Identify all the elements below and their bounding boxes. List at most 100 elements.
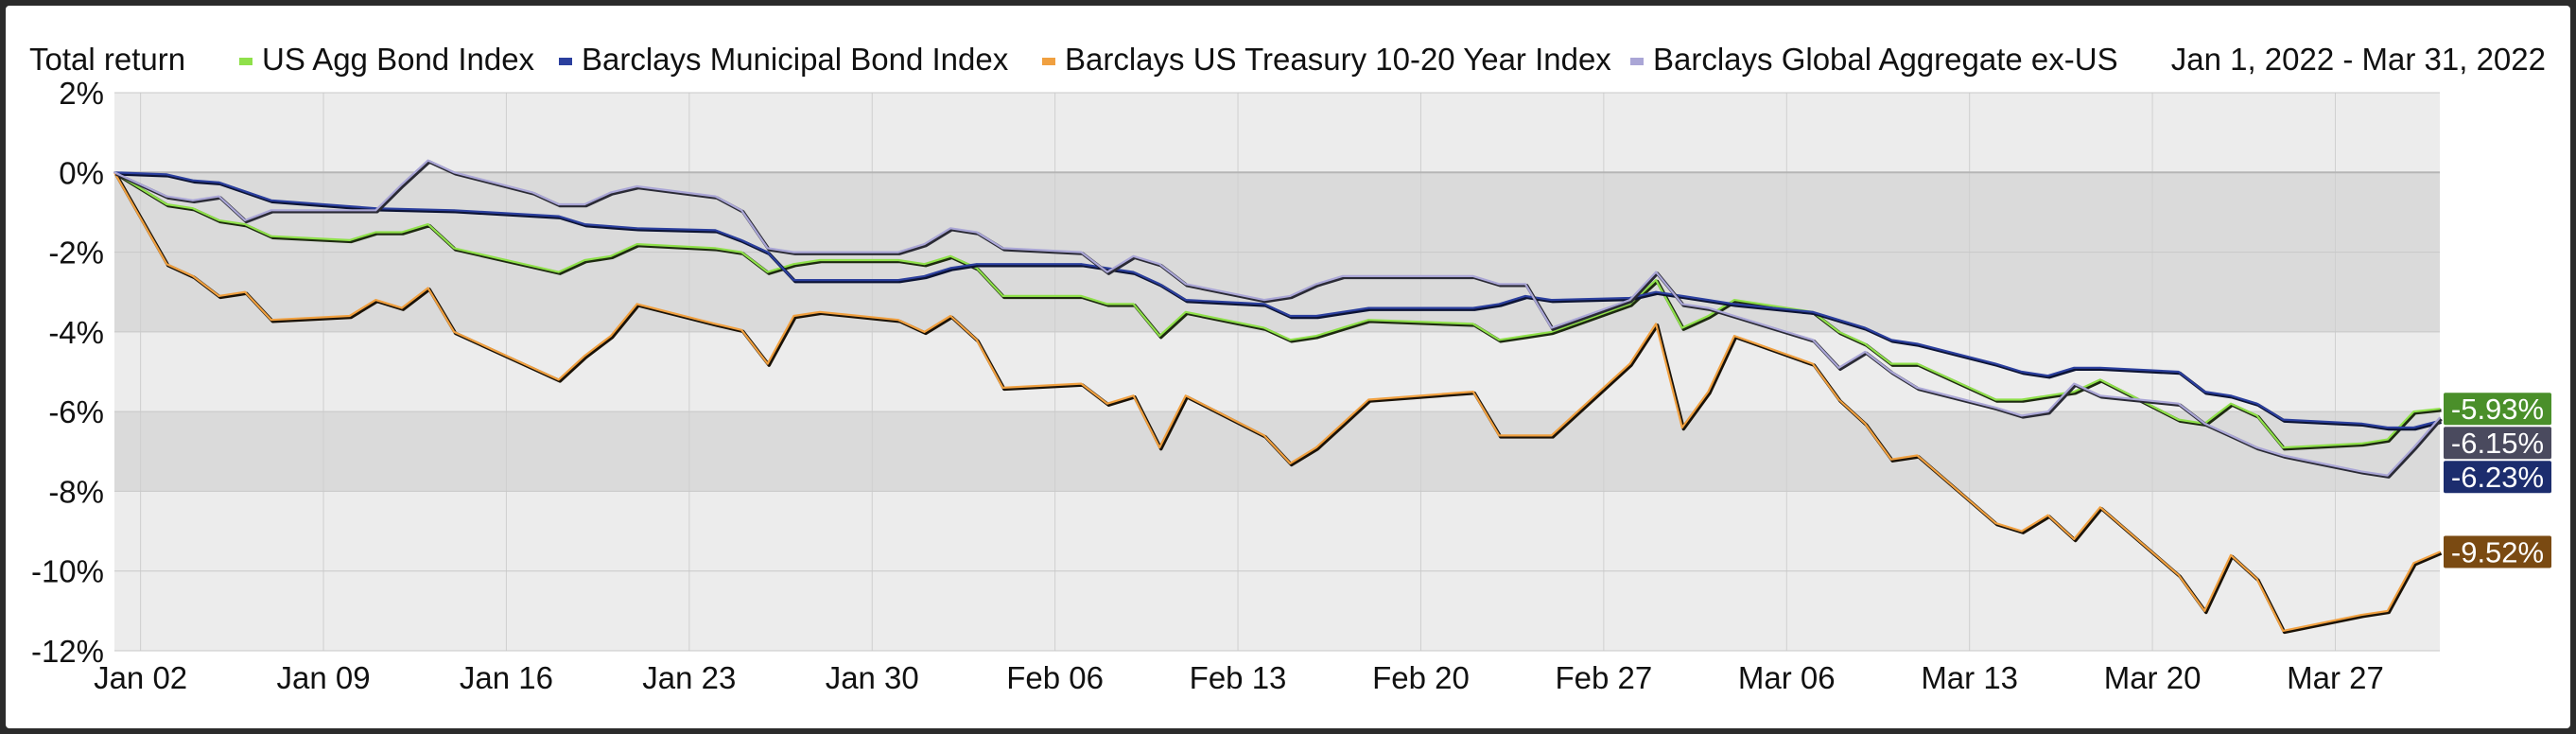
data-point	[557, 203, 560, 205]
data-point	[2073, 391, 2076, 393]
data-point	[975, 267, 978, 270]
date-range: Jan 1, 2022 - Mar 31, 2022	[2170, 42, 2546, 77]
data-point	[2073, 366, 2076, 369]
data-point	[1680, 295, 1683, 297]
data-point	[374, 299, 377, 301]
data-point	[453, 209, 456, 212]
x-tick-label: Jan 09	[276, 660, 370, 695]
data-point	[218, 295, 220, 297]
data-point	[1132, 254, 1135, 257]
data-point	[897, 319, 899, 322]
data-point	[113, 171, 115, 174]
data-point	[1132, 394, 1135, 397]
data-point	[2412, 446, 2415, 448]
end-value-label: -5.93%	[2451, 393, 2544, 426]
legend-item-global-agg[interactable]: Barclays Global Aggregate ex-US	[1630, 42, 2118, 78]
data-point	[401, 184, 403, 185]
data-point	[2046, 514, 2049, 516]
data-point	[270, 319, 272, 322]
data-point	[740, 239, 742, 241]
data-point	[897, 279, 899, 281]
data-point	[975, 339, 978, 341]
legend-item-treasury[interactable]: Barclays US Treasury 10-20 Year Index	[1042, 42, 1611, 78]
data-point	[1889, 362, 1892, 365]
data-point	[244, 223, 246, 226]
data-point	[1864, 422, 1867, 425]
data-point	[2255, 578, 2258, 580]
data-point	[1367, 319, 1370, 322]
x-tick-label: Mar 20	[2104, 660, 2202, 695]
data-point	[1837, 319, 1840, 322]
data-point	[949, 227, 951, 230]
data-point	[766, 362, 769, 365]
data-point	[165, 203, 168, 205]
legend-item-municipal[interactable]: Barclays Municipal Bond Index	[559, 42, 1008, 78]
data-point	[1812, 362, 1814, 365]
data-point	[1994, 522, 1997, 524]
data-point	[1080, 251, 1083, 253]
data-point	[2282, 454, 2285, 457]
y-tick-label: -12%	[31, 634, 104, 669]
data-point	[1994, 398, 1997, 401]
data-point	[1158, 283, 1161, 286]
data-point	[2230, 394, 2232, 397]
data-point	[714, 247, 717, 250]
data-point	[2098, 366, 2101, 369]
data-point	[1262, 326, 1265, 329]
data-point	[1680, 427, 1683, 428]
data-point	[1158, 263, 1161, 266]
data-point	[792, 251, 795, 253]
data-point	[2021, 398, 2023, 401]
data-point	[1812, 310, 1814, 313]
data-point	[1080, 382, 1083, 385]
data-point	[1106, 402, 1108, 405]
data-point	[2177, 371, 2180, 373]
data-point	[2203, 391, 2206, 393]
data-point	[348, 315, 351, 317]
data-point	[1498, 339, 1501, 341]
data-point	[740, 251, 742, 253]
data-point	[165, 263, 168, 266]
legend-label-municipal: Barclays Municipal Bond Index	[582, 42, 1009, 77]
data-point	[1733, 299, 1735, 301]
x-tick-label: Jan 02	[94, 660, 187, 695]
data-point	[1498, 283, 1501, 286]
legend-item-us-agg[interactable]: US Agg Bond Index	[239, 42, 534, 78]
data-point	[2386, 427, 2389, 428]
data-point	[1315, 315, 1317, 317]
data-point	[923, 275, 926, 277]
data-point	[1471, 275, 1474, 277]
data-point	[2439, 408, 2441, 411]
data-point	[2282, 418, 2285, 421]
data-point	[1471, 323, 1474, 325]
x-tick-label: Jan 30	[826, 660, 919, 695]
x-tick-label: Feb 13	[1190, 660, 1287, 695]
data-point	[1315, 283, 1317, 286]
data-point	[1184, 299, 1187, 301]
data-point	[2439, 416, 2441, 419]
data-point	[1524, 295, 1526, 297]
data-point	[1655, 323, 1657, 325]
data-point	[949, 267, 951, 270]
data-point	[1184, 310, 1187, 313]
data-point	[1680, 303, 1683, 306]
end-label-box	[2444, 393, 2551, 426]
data-point	[1001, 247, 1004, 250]
data-point	[766, 247, 769, 250]
data-point	[635, 227, 638, 230]
chart-svg: Jan 02 Jan 09 Jan 16 Jan 23 Jan 30 Feb 06 Feb …	[31, 76, 2551, 695]
data-point	[401, 231, 403, 234]
data-point	[1550, 326, 1553, 329]
data-point	[610, 254, 612, 257]
data-point	[1106, 303, 1108, 306]
data-point	[766, 271, 769, 273]
data-point	[531, 191, 533, 194]
legend-label-treasury: Barclays US Treasury 10-20 Year Index	[1065, 42, 1611, 77]
data-point	[1341, 275, 1344, 277]
data-point	[218, 219, 220, 221]
data-point	[1655, 271, 1657, 273]
data-point	[2021, 530, 2023, 533]
data-point	[1733, 303, 1735, 306]
data-point	[557, 215, 560, 218]
legend-swatch-global-agg	[1630, 58, 1644, 66]
